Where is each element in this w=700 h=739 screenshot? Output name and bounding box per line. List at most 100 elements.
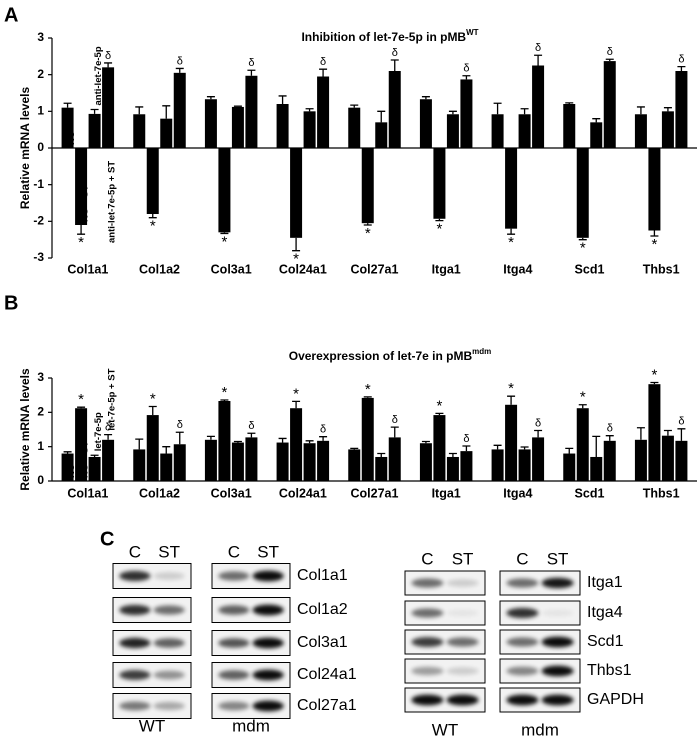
error-bar xyxy=(77,406,86,409)
bar xyxy=(133,449,146,481)
x-tick-label: Col1a2 xyxy=(139,486,180,500)
blot-band xyxy=(252,604,284,616)
significance-marker: * xyxy=(78,234,84,251)
bar xyxy=(231,442,244,481)
blot-band xyxy=(411,666,444,676)
lane-label: ST xyxy=(547,549,569,568)
blot-band xyxy=(252,637,284,649)
bar xyxy=(88,113,101,148)
bar xyxy=(290,408,303,481)
bar xyxy=(603,440,616,481)
bar xyxy=(204,439,217,481)
x-tick-label: Col27a1 xyxy=(351,262,399,276)
error-bar xyxy=(520,108,529,115)
bar xyxy=(276,442,289,481)
bar xyxy=(675,440,688,481)
bar xyxy=(576,148,589,238)
y-axis-label: Relative mRNA levels xyxy=(18,368,32,491)
x-tick-label: Col3a1 xyxy=(211,486,252,500)
blot-band xyxy=(153,638,185,648)
title-superscript: mdm xyxy=(472,347,491,356)
blot-band xyxy=(218,701,250,711)
bar xyxy=(173,444,186,481)
error-bar xyxy=(148,214,157,219)
y-tick-label: -2 xyxy=(33,214,44,228)
error-bar xyxy=(350,104,359,108)
error-bar xyxy=(565,102,574,104)
significance-marker: δ xyxy=(320,56,326,68)
bar xyxy=(75,408,88,481)
bar xyxy=(563,104,576,148)
genotype-label: mdm xyxy=(521,720,559,739)
y-tick-label: 1 xyxy=(37,439,44,453)
lane-label: ST xyxy=(158,542,180,561)
significance-marker: δ xyxy=(463,433,469,445)
bar xyxy=(563,453,576,481)
error-bar xyxy=(135,106,144,115)
blot-band xyxy=(153,701,185,711)
error-bar xyxy=(507,395,516,405)
significance-marker: δ xyxy=(105,422,111,434)
significance-marker: δ xyxy=(607,46,613,58)
error-bar xyxy=(278,95,287,104)
significance-marker: δ xyxy=(607,423,613,435)
blot-band xyxy=(541,694,574,706)
error-bar xyxy=(677,65,686,71)
error-bar xyxy=(448,452,457,457)
bar xyxy=(518,449,531,481)
bar xyxy=(303,111,316,148)
error-bar xyxy=(435,218,444,222)
panel-letter: B xyxy=(4,292,18,314)
error-bar xyxy=(77,225,86,235)
bar xyxy=(491,449,504,481)
significance-marker: * xyxy=(365,225,371,242)
bar xyxy=(375,456,388,481)
error-bar xyxy=(175,431,184,445)
error-bar xyxy=(162,446,171,454)
significance-marker: δ xyxy=(535,42,541,54)
bar xyxy=(603,61,616,148)
blot-band xyxy=(506,607,539,619)
blot-band xyxy=(541,609,574,617)
error-bar xyxy=(206,96,215,100)
significance-marker: * xyxy=(436,397,442,414)
bar xyxy=(276,104,289,148)
error-bar xyxy=(462,445,471,452)
blot-band xyxy=(506,578,539,588)
error-bar xyxy=(233,105,242,107)
bar xyxy=(61,107,74,148)
bar xyxy=(75,148,88,225)
x-tick-label: Col24a1 xyxy=(279,262,327,276)
bar xyxy=(446,456,459,481)
x-tick-label: Col24a1 xyxy=(279,486,327,500)
title-main: Overexpression of let-7e in pMB xyxy=(289,349,473,363)
bar xyxy=(88,456,101,481)
x-tick-label: Itga4 xyxy=(503,262,532,276)
significance-marker: δ xyxy=(392,47,398,59)
significance-marker: δ xyxy=(177,419,183,431)
x-tick-label: Col27a1 xyxy=(351,486,399,500)
gene-label: Itga1 xyxy=(587,574,623,591)
blot-band xyxy=(153,572,185,580)
error-bar xyxy=(565,447,574,454)
y-tick-label: 0 xyxy=(37,473,44,487)
gene-label: Col1a2 xyxy=(297,601,348,618)
error-bar xyxy=(534,54,543,66)
chart-title: Inhibition of let-7e-5p in pMBWT xyxy=(301,28,478,44)
bar xyxy=(348,107,361,148)
error-bar xyxy=(663,429,672,436)
title-main: Inhibition of let-7e-5p in pMB xyxy=(301,30,466,44)
significance-marker: * xyxy=(436,221,442,238)
significance-marker: * xyxy=(221,384,227,401)
bar xyxy=(160,118,173,148)
significance-marker: δ xyxy=(535,417,541,429)
significance-marker: * xyxy=(508,380,514,397)
bar xyxy=(173,72,186,148)
bar xyxy=(419,443,432,481)
significance-marker: * xyxy=(78,391,84,408)
error-bar xyxy=(605,58,614,62)
panel-letter: C xyxy=(100,528,114,550)
bar xyxy=(648,148,661,231)
blot-band xyxy=(541,577,574,589)
